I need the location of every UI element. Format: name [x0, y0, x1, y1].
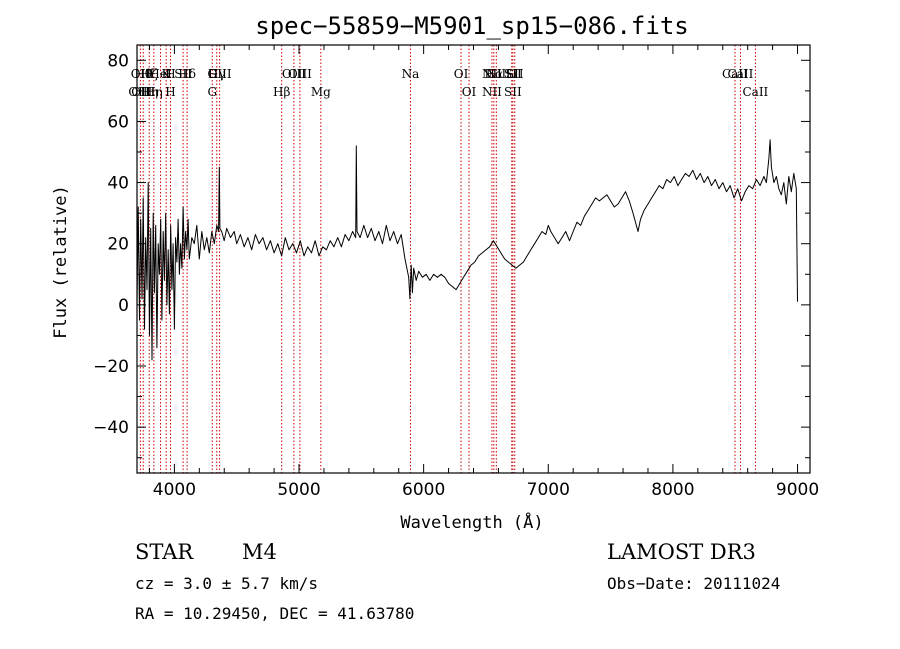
spectral-line-label: OII	[131, 67, 151, 81]
spectral-line-label: OI	[454, 67, 469, 81]
spectral-line-label: Hθ	[134, 67, 152, 81]
x-tick-label: 7000	[527, 480, 570, 500]
y-tick-label: 20	[107, 235, 129, 255]
spectral-line-label: Hδ	[178, 67, 196, 81]
spectral-line-label: CaII	[742, 85, 768, 99]
x-tick-label: 9000	[776, 480, 819, 500]
spectral-line-label: H	[165, 85, 175, 99]
spectral-line-label: G	[207, 85, 217, 99]
y-tick-label: −40	[93, 418, 129, 438]
spectral-line-label: NII	[482, 67, 502, 81]
spectral-line-label: SII	[506, 67, 524, 81]
x-tick-label: 4000	[153, 480, 196, 500]
spectral-line-label: Hζ	[141, 67, 158, 81]
y-tick-label: 0	[118, 296, 129, 316]
plot-frame	[136, 44, 811, 474]
spectral-line-label: OIII	[282, 67, 306, 81]
spectral-line-label: OI	[462, 85, 477, 99]
spectral-line-label: Mg	[311, 85, 331, 99]
spectral-line-label: K	[162, 67, 172, 81]
object-subclass: M4	[242, 540, 277, 564]
spectral-line-label: Hη	[145, 85, 163, 99]
spectral-line-label: OIII	[128, 85, 152, 99]
x-tick-label: 5000	[277, 480, 320, 500]
redshift-cz: cz = 3.0 ± 5.7 km/s	[135, 574, 319, 593]
object-class: STAR	[135, 540, 194, 564]
x-tick-label: 6000	[402, 480, 445, 500]
y-tick-label: 80	[107, 51, 129, 71]
chart-title: spec−55859−M5901_sp15−086.fits	[255, 12, 688, 40]
spectral-line-label: Hβ	[273, 85, 290, 99]
spectral-line-label: G	[207, 67, 217, 81]
spectral-line-label: NII	[482, 85, 502, 99]
spectral-line-label: SII	[504, 67, 522, 81]
spectral-line-label: H	[165, 67, 175, 81]
spectral-line-label: Hα	[485, 67, 504, 81]
spectral-line-label: Li	[506, 67, 518, 81]
x-tick-label: 8000	[651, 480, 694, 500]
spectral-line-label: SII	[504, 85, 522, 99]
spectral-line-label: Na	[402, 67, 420, 81]
y-tick-label: −20	[93, 357, 129, 377]
y-axis-label: Flux (relative)	[51, 185, 71, 339]
spectral-line-label: NII	[486, 67, 506, 81]
spectral-line-label: CaII	[722, 67, 748, 81]
spectral-line-label: OIII	[288, 67, 312, 81]
observation-date: Obs−Date: 20111024	[607, 574, 781, 593]
spectral-line-label: HeI	[149, 67, 172, 81]
coordinates: RA = 10.29450, DEC = 41.63780	[135, 604, 415, 623]
spectral-line-label: Hγ	[208, 67, 226, 81]
survey-name: LAMOST DR3	[607, 540, 756, 564]
spectral-line-label: Hη	[140, 85, 158, 99]
y-tick-label: 60	[107, 112, 129, 132]
x-axis-label: Wavelength (Å)	[400, 511, 543, 533]
spectrum-line	[136, 139, 798, 361]
spectral-line-label: OIII	[208, 67, 232, 81]
spectral-line-label: SII	[174, 67, 192, 81]
y-tick-label: 40	[107, 174, 129, 194]
spectral-line-label: CaII	[728, 67, 754, 81]
